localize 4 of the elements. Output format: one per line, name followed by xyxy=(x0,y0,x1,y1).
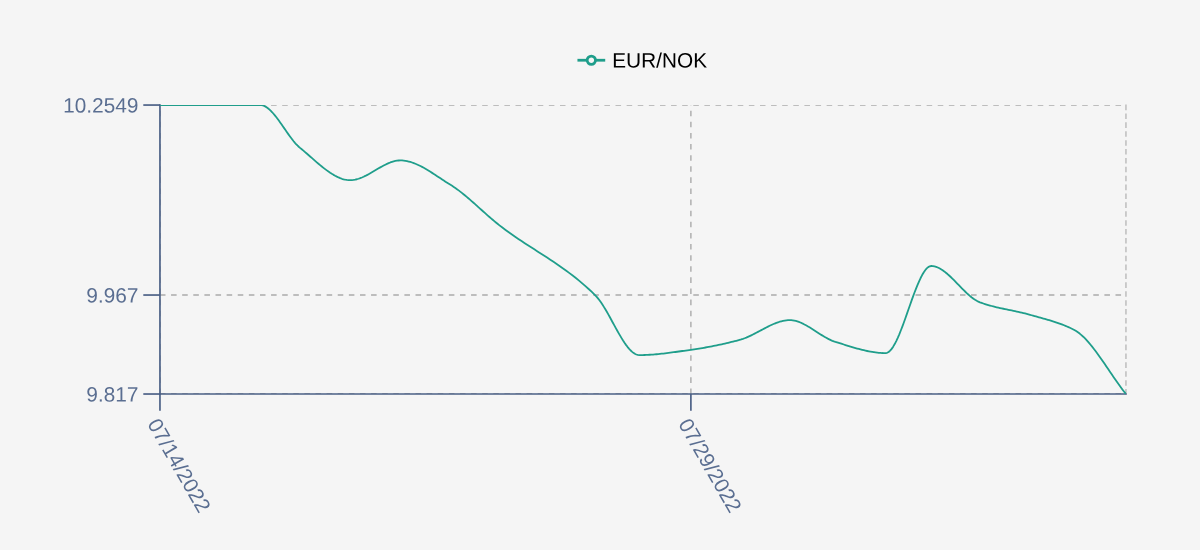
y-tick-label: 10.2549 xyxy=(64,98,138,113)
y-tick-label: 9.817 xyxy=(87,387,138,402)
legend-label: EUR/NOK xyxy=(613,52,707,68)
y-tick-label: 9.967 xyxy=(87,288,138,303)
